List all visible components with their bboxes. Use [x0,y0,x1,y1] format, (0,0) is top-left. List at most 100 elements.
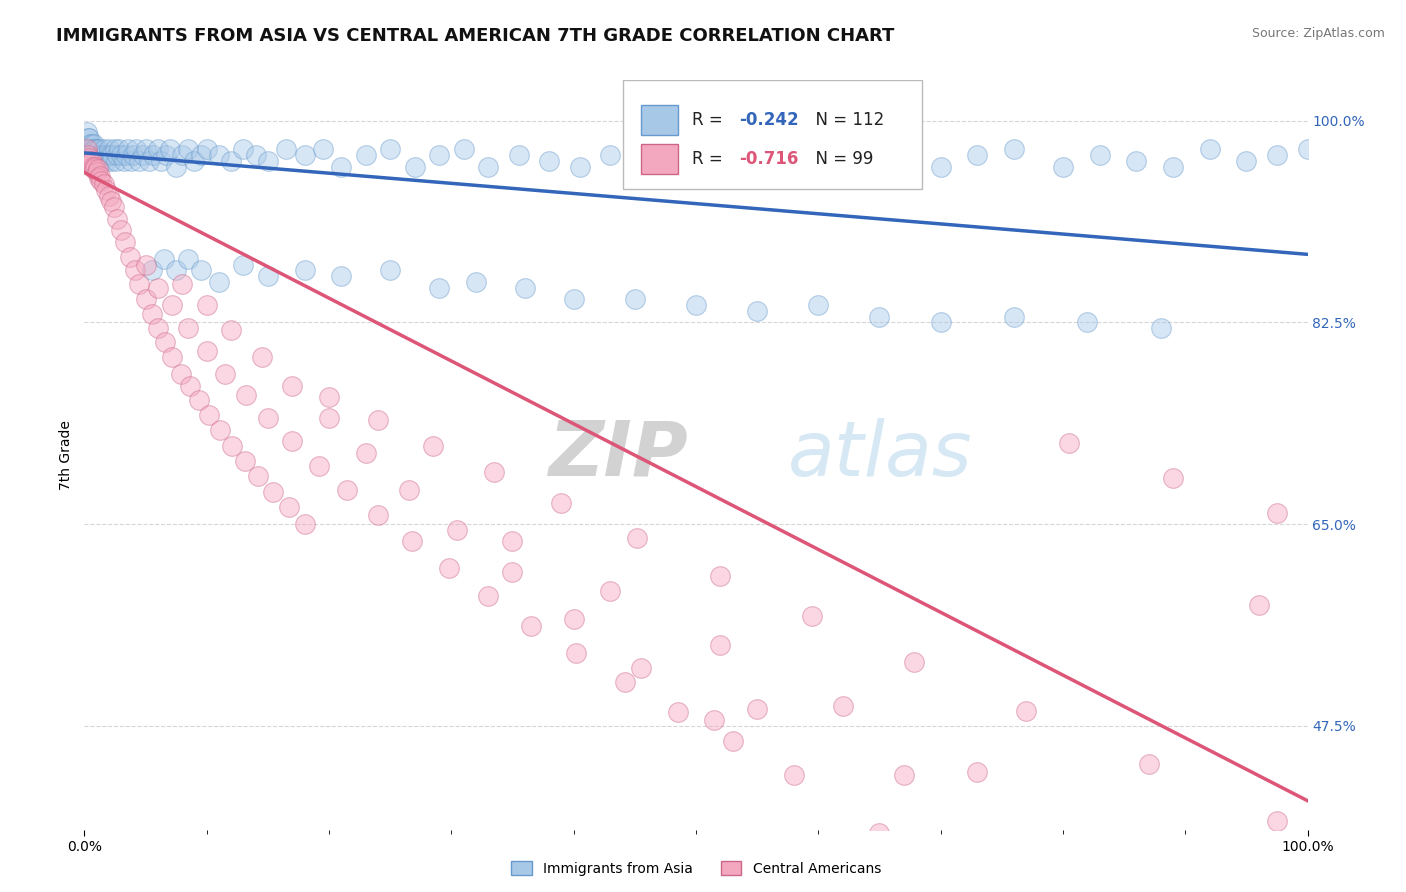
Point [103,200,125,214]
Point [820,160,842,174]
Point [929,160,952,174]
Point [172,277,194,292]
Point [190,263,212,277]
Point [422,439,444,453]
Point [1265,814,1288,829]
Point [190,148,212,162]
Point [398,483,420,497]
Point [482,465,505,479]
Point [195,298,218,312]
Text: R =: R = [692,150,728,168]
Point [367,413,389,427]
Point [599,583,621,598]
Point [513,281,536,295]
Bar [641,105,678,135]
Point [232,258,254,272]
Point [336,483,359,497]
Point [120,153,142,168]
Point [276,143,298,157]
Point [437,561,460,575]
Point [146,143,169,157]
Point [929,315,952,329]
Point [404,160,426,174]
Point [87,171,110,186]
Point [1076,315,1098,329]
Point [856,148,879,162]
Point [401,534,423,549]
Point [721,733,744,747]
Point [183,153,205,168]
Point [235,388,257,402]
Point [508,148,530,162]
Y-axis label: 7th Grade: 7th Grade [59,420,73,490]
Point [626,531,648,545]
Point [247,468,270,483]
Point [132,148,155,162]
Point [195,344,218,359]
Point [294,263,316,277]
Point [179,378,201,392]
Point [709,569,731,583]
Text: -0.716: -0.716 [738,150,799,168]
Point [118,250,141,264]
Point [150,153,173,168]
Point [427,148,450,162]
Point [76,125,98,139]
Text: N = 99: N = 99 [804,150,873,168]
Point [93,177,115,191]
Point [114,235,136,249]
Point [177,321,200,335]
Point [380,143,402,157]
Point [703,713,725,727]
Point [520,618,543,632]
Point [90,153,112,168]
Point [453,143,475,157]
Point [464,275,486,289]
Point [91,148,114,162]
Point [903,656,925,670]
FancyBboxPatch shape [623,80,922,189]
Point [1088,148,1111,162]
Point [562,293,585,307]
Point [550,496,572,510]
Point [135,258,157,272]
Point [502,534,524,549]
Point [195,143,218,157]
Point [221,439,243,453]
Point [170,368,193,382]
Point [89,148,111,162]
Point [568,160,591,174]
Point [98,148,121,162]
Point [153,334,176,349]
Point [1296,143,1319,157]
Point [90,173,112,187]
Point [1057,436,1080,450]
Point [155,148,177,162]
Point [599,148,621,162]
Point [89,169,111,183]
Point [135,293,157,307]
Point [565,646,588,660]
Point [831,699,853,714]
Point [110,148,132,162]
Point [801,609,824,624]
Point [1137,756,1160,771]
Point [245,148,267,162]
Point [294,517,316,532]
Point [666,705,689,719]
Point [87,162,110,177]
Point [86,165,108,179]
Point [214,368,236,382]
Point [79,153,101,168]
Point [277,500,299,514]
Point [1161,160,1184,174]
Point [624,293,647,307]
Point [1002,143,1025,157]
Point [294,148,316,162]
Point [446,523,468,537]
Point [83,143,105,157]
Point [869,310,891,324]
Point [80,153,103,168]
Point [97,143,120,157]
Point [893,153,915,168]
